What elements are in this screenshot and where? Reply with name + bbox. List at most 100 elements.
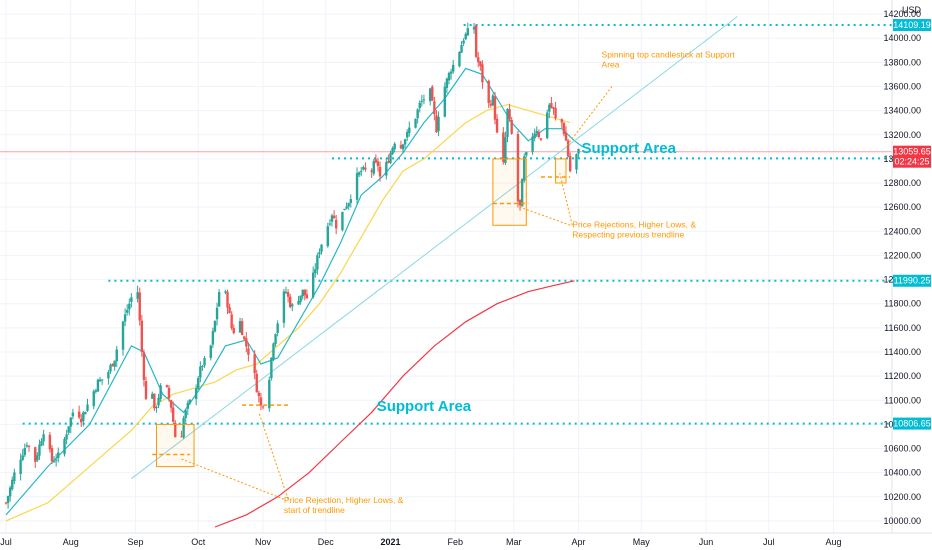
candle-body (100, 379, 104, 381)
candle-body (171, 407, 175, 422)
candle-body (52, 461, 56, 463)
time-tick-label: Jun (699, 537, 714, 547)
candle-body (493, 96, 497, 120)
candle-body (186, 403, 189, 409)
candle-body (272, 343, 275, 360)
candle-body (389, 153, 392, 163)
candle-body (311, 272, 315, 298)
annotation-line: Price Rejection, Higher Lows, & (284, 495, 404, 505)
candle-body (213, 320, 217, 332)
candle-body (332, 215, 336, 219)
annotation-pointer (559, 173, 573, 226)
candle-body (378, 166, 382, 177)
currency-label: USD (902, 5, 922, 15)
candle-body (21, 455, 24, 460)
candle-body (533, 133, 536, 139)
candle-body (506, 108, 509, 138)
candle-body (259, 397, 263, 406)
ma-fast-line (5, 67, 584, 516)
candle-body (125, 310, 129, 313)
candle-body (447, 72, 451, 81)
candle-body (435, 115, 438, 133)
candle-body (531, 136, 534, 152)
candle-body (23, 447, 27, 456)
candle-body (211, 331, 215, 345)
ma-slow-line (214, 280, 575, 528)
time-axis[interactable]: Jul Aug Sep Oct Nov Dec 2021 Feb Mar Apr May Jun Jul… (0, 537, 841, 547)
candle-body (84, 412, 87, 415)
candle-body (11, 479, 14, 490)
annotation-line: Price Rejections, Higher Lows, & (572, 220, 696, 230)
candle-body (539, 138, 543, 140)
price-axis[interactable]: 10000.0010200.0010400.0010600.0010800.00… (883, 9, 921, 526)
candle-body (408, 127, 411, 134)
candle-body (428, 88, 432, 102)
candle-body (326, 226, 330, 247)
candle-body (510, 119, 513, 134)
candle-body (314, 269, 317, 274)
candle-body (282, 291, 286, 323)
candle-body (144, 381, 148, 399)
candle-body (372, 161, 375, 174)
level-price-tag-text: 10806.65 (893, 419, 931, 429)
candle-body (504, 137, 507, 164)
candle-body (142, 352, 146, 380)
price-tick-label: 10000.00 (883, 516, 921, 526)
candle-body (197, 378, 200, 389)
price-tick-label: 11000.00 (884, 395, 921, 405)
price-tick-label: 11400.00 (884, 347, 921, 357)
price-tick-label: 14200.00 (883, 9, 921, 19)
candle-body (418, 102, 421, 109)
candle-body (297, 301, 300, 305)
candle-body (343, 208, 346, 211)
price-tick-label: 12800.00 (883, 178, 921, 188)
candle-body (288, 296, 292, 308)
candle-body (270, 357, 273, 379)
candle-body (274, 334, 277, 345)
price-tick-label: 11600.00 (884, 323, 921, 333)
price-tick-label: 10600.00 (883, 444, 921, 454)
candle-body (57, 452, 60, 459)
candle-body (349, 199, 352, 203)
annotation-line: Area (602, 60, 620, 70)
candle-body (451, 64, 455, 72)
candle-body (318, 252, 321, 255)
candle-body (550, 103, 553, 108)
candle-body (130, 297, 133, 302)
time-tick-label: Mar (506, 537, 522, 547)
candle-body (151, 393, 154, 399)
candle-body (462, 40, 465, 44)
candle-body (34, 447, 37, 462)
candle-body (481, 64, 484, 83)
time-tick-label: Aug (63, 537, 79, 547)
time-tick-label: Oct (191, 537, 206, 547)
candle-body (568, 156, 572, 172)
candle-body (345, 206, 348, 209)
candle-body (376, 161, 380, 167)
trendline-layer (131, 16, 738, 480)
candle-body (253, 353, 256, 374)
support-area-label: Support Area (377, 398, 472, 415)
candle-body (109, 365, 112, 372)
candle-body (67, 426, 70, 433)
candle-body (364, 167, 367, 170)
candle-body (520, 179, 524, 207)
candles[interactable] (4, 22, 580, 509)
candle-body (330, 215, 334, 222)
candle-body (63, 439, 66, 455)
annotation-pointer (258, 412, 289, 500)
time-tick-label: Jul (763, 537, 775, 547)
candle-body (38, 444, 41, 456)
candle-body (50, 447, 54, 462)
candle-body (268, 379, 271, 409)
candle-body (502, 132, 505, 162)
candle-body (136, 292, 139, 299)
candle-body (25, 445, 29, 447)
candle-body (245, 338, 248, 347)
candle-body (399, 145, 403, 149)
level-price-tag (893, 274, 931, 287)
candle-body (391, 147, 394, 155)
candle-body (560, 119, 564, 123)
candle-body (291, 304, 294, 307)
